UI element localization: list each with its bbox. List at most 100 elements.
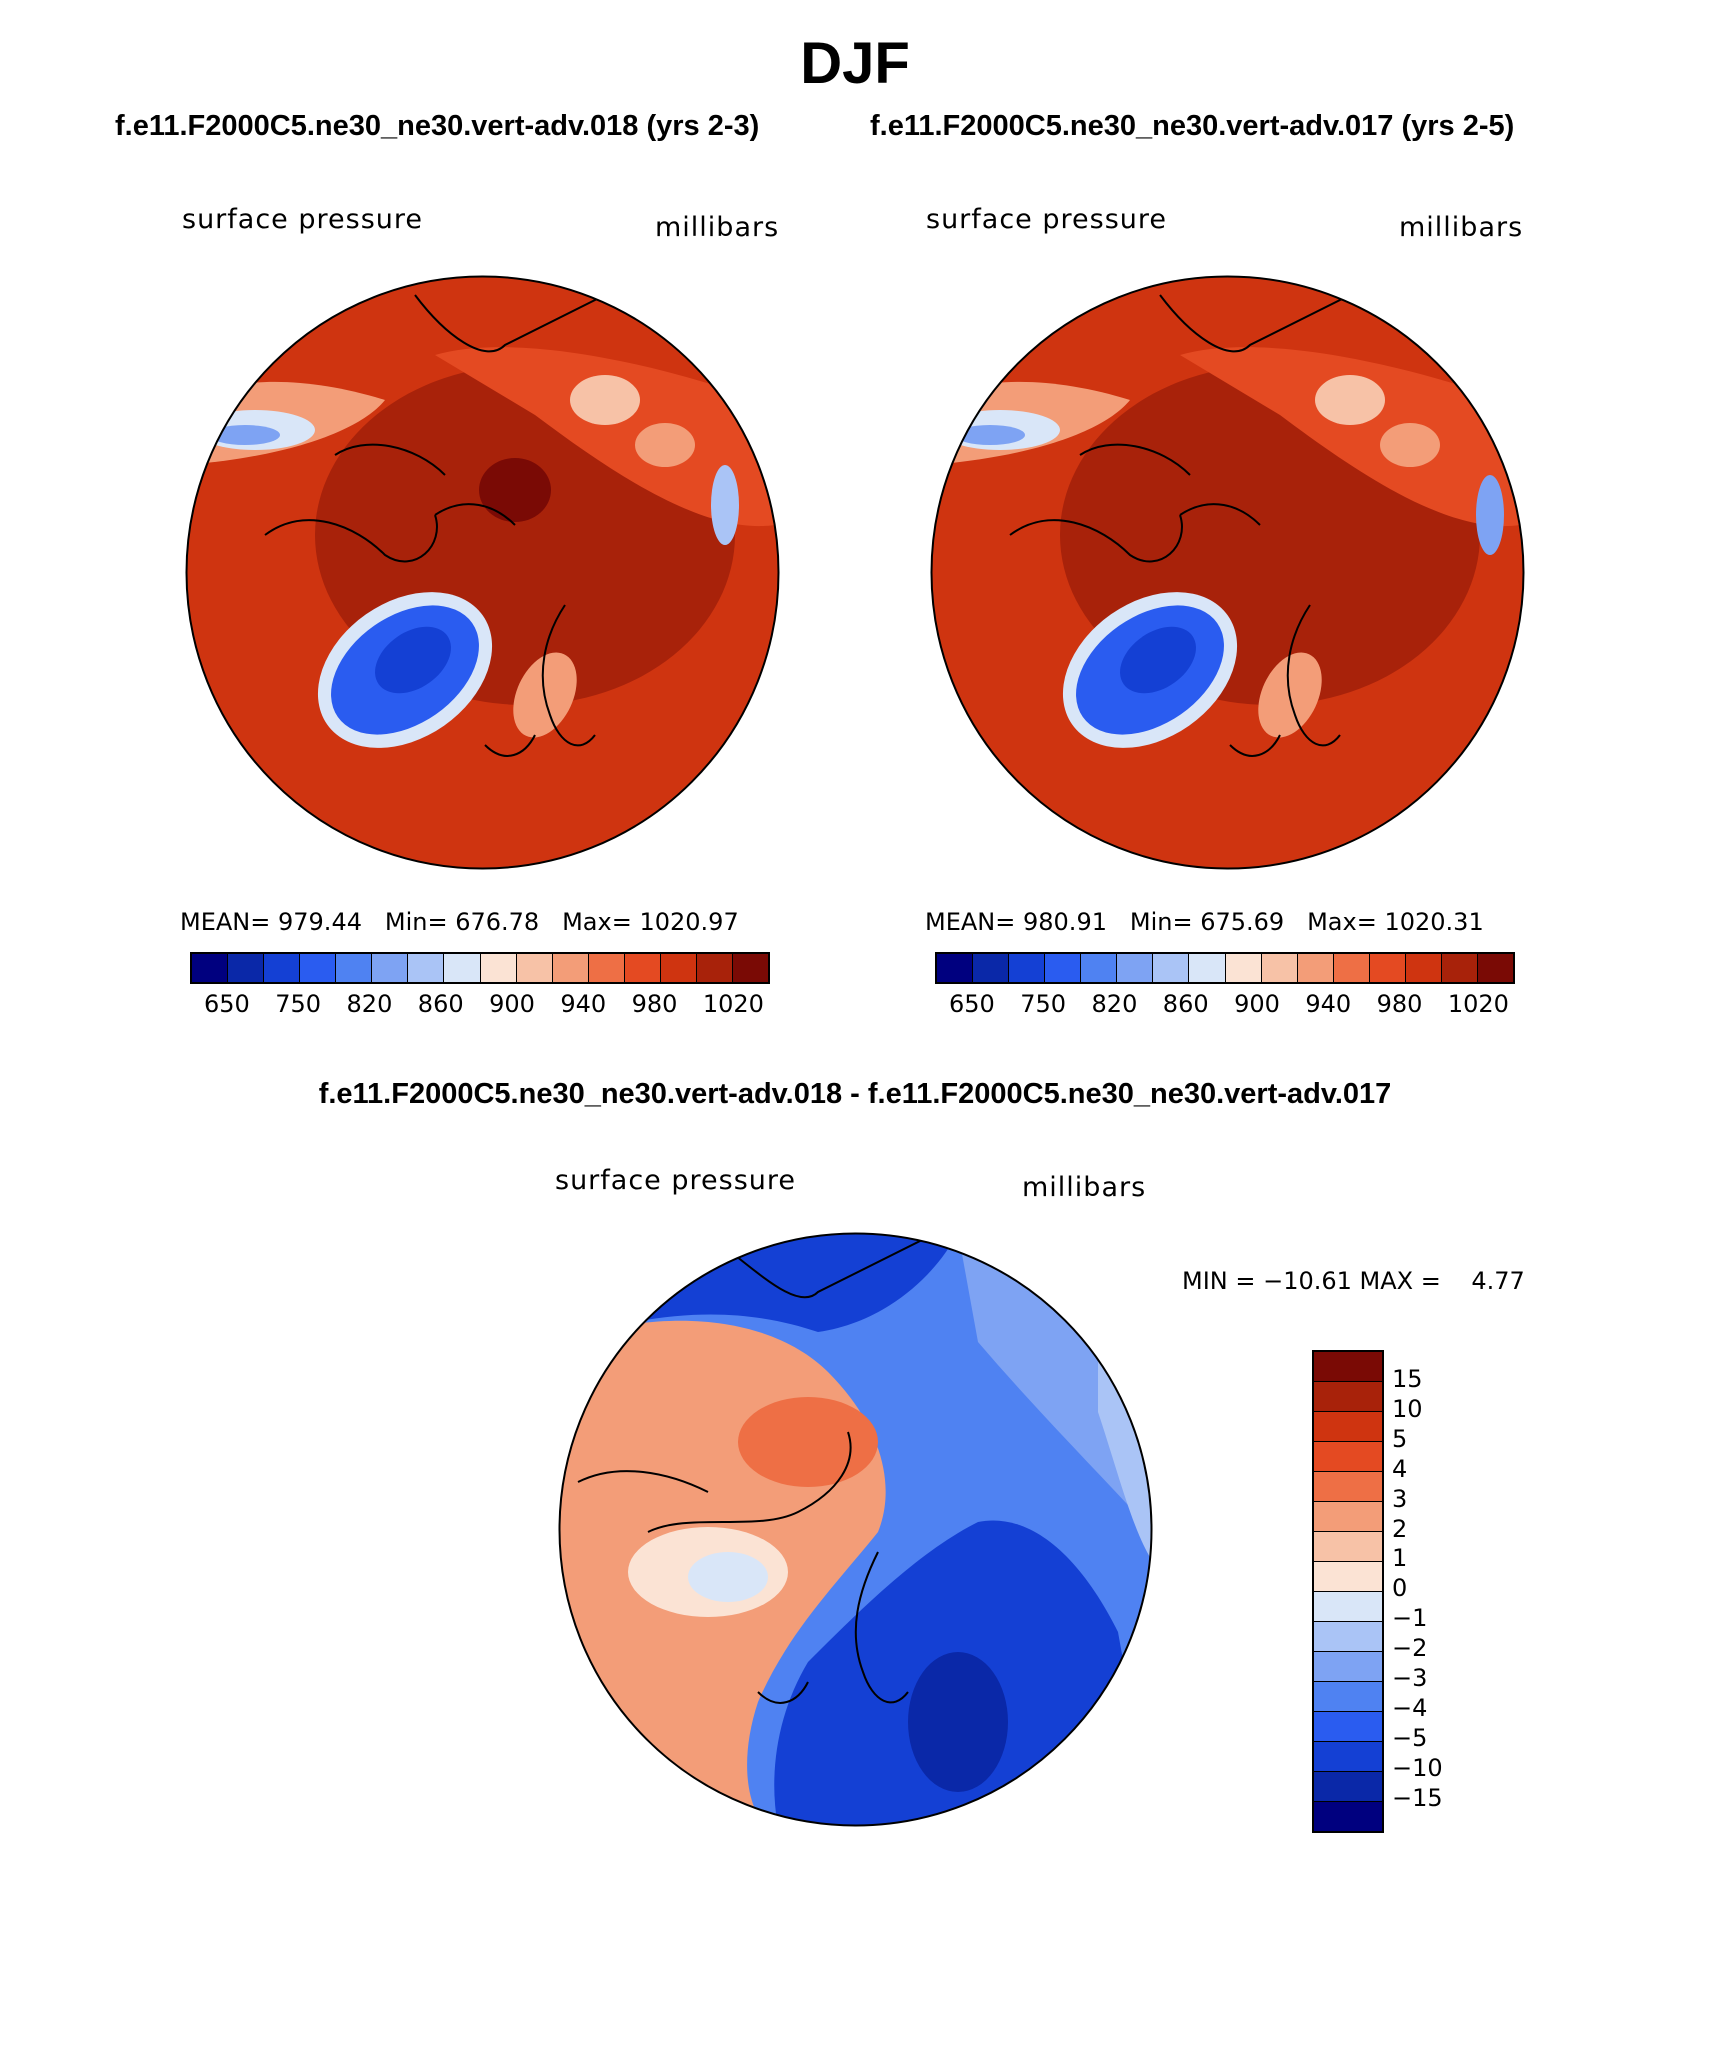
diff-colorbar-swatch: [1314, 1472, 1382, 1502]
diff-colorbar-level: 2: [1392, 1514, 1408, 1543]
diff-scandinavia-min: [908, 1652, 1008, 1792]
diff-polar-map: [558, 1232, 1153, 1827]
panel1-min-label: Min=: [384, 908, 448, 936]
colorbar-swatch: [1477, 954, 1513, 982]
diff-colorbar-swatch: [1314, 1412, 1382, 1442]
diff-colorbar-swatch: [1314, 1562, 1382, 1592]
diff-colorbar-swatch: [1314, 1802, 1382, 1831]
diff-colorbar-swatch: [1314, 1622, 1382, 1652]
diff-colorbar-level: −15: [1392, 1783, 1443, 1812]
colorbar-swatch: [336, 954, 373, 982]
panel1-max-value: 1020.97: [639, 908, 739, 936]
colorbar-swatch: [660, 954, 697, 982]
colorbar-swatch: [372, 954, 409, 982]
colorbar-swatch: [1189, 954, 1226, 982]
colorbar-swatch: [624, 954, 661, 982]
colorbar-swatch: [588, 954, 625, 982]
diff-variable-label: surface pressure: [555, 1165, 796, 1196]
diff-colorbar-level: −3: [1392, 1664, 1428, 1693]
colorbar-tick-label: 860: [1162, 990, 1209, 1018]
diff-colorbar-level: −5: [1392, 1723, 1428, 1752]
panel1-greenland-core: [375, 626, 451, 694]
colorbar-tick-label: 650: [204, 990, 250, 1018]
colorbar-swatch: [480, 954, 517, 982]
panel1-mean-label: MEAN=: [180, 908, 271, 936]
colorbar-tick-label: 1020: [702, 990, 764, 1018]
panel2-colorbar: [935, 952, 1515, 984]
colorbar-swatch: [1369, 954, 1406, 982]
colorbar-swatch: [1405, 954, 1442, 982]
diff-colorbar-level: 0: [1392, 1574, 1408, 1603]
diff-colorbar-swatch: [1314, 1352, 1382, 1382]
colorbar-swatch: [552, 954, 589, 982]
diff-greenland-neg: [688, 1552, 768, 1602]
panel2-ural-low: [1476, 475, 1504, 555]
panel2-asia-high: [1180, 347, 1520, 527]
diff-minmax: MIN = −10.61 MAX = 4.77: [1182, 1267, 1525, 1295]
panel1-ural-low: [711, 465, 739, 545]
diff-colorbar-swatch: [1314, 1772, 1382, 1802]
panel1-mean-value: 979.44: [278, 908, 362, 936]
panel1-stats: MEAN= 979.44 Min= 676.78 Max= 1020.97: [180, 908, 739, 936]
colorbar-swatch: [1153, 954, 1190, 982]
panel2-stats: MEAN= 980.91 Min= 675.69 Max= 1020.31: [925, 908, 1484, 936]
colorbar-swatch: [300, 954, 337, 982]
colorbar-tick-label: 940: [560, 990, 607, 1018]
colorbar-swatch: [1081, 954, 1118, 982]
diff-colorbar-swatch: [1314, 1502, 1382, 1532]
diff-title: f.e11.F2000C5.ne30_ne30.vert-adv.018 - f…: [318, 1078, 1392, 1110]
case2-title: f.e11.F2000C5.ne30_ne30.vert-adv.017 (yr…: [870, 110, 1515, 142]
panel2-mean-label: MEAN=: [925, 908, 1016, 936]
colorbar-swatch: [444, 954, 481, 982]
panel2-mean-value: 980.91: [1023, 908, 1107, 936]
diff-colorbar-level: 1: [1392, 1544, 1408, 1573]
panel2-asia-mtn: [1380, 423, 1440, 467]
diff-colorbar: [1312, 1350, 1384, 1833]
panel1-units-label: millibars: [655, 212, 780, 243]
diff-colorbar-level: −1: [1392, 1604, 1428, 1633]
panel2-colorbar-ticks: 650 750 820 860 900 940 980 1020: [949, 990, 1509, 1018]
diff-colorbar-level: −4: [1392, 1693, 1428, 1722]
colorbar-tick-label: 980: [1376, 990, 1423, 1018]
diff-colorbar-level: −10: [1392, 1753, 1443, 1782]
colorbar-swatch: [1045, 954, 1082, 982]
colorbar-swatch: [1333, 954, 1370, 982]
colorbar-tick-label: 650: [949, 990, 995, 1018]
diff-colorbar-swatch: [1314, 1382, 1382, 1412]
panel2-greenland-core: [1120, 626, 1196, 694]
panel1-asia-mtn: [635, 423, 695, 467]
panel2-max-label: Max=: [1307, 908, 1377, 936]
colorbar-swatch: [937, 954, 974, 982]
colorbar-swatch: [1117, 954, 1154, 982]
panel2-tibet-low: [1315, 375, 1385, 425]
diff-colorbar-swatch: [1314, 1592, 1382, 1622]
panel1-arctic-max: [479, 458, 551, 522]
colorbar-swatch: [408, 954, 445, 982]
diff-colorbar-level: 4: [1392, 1454, 1408, 1483]
panel1-polar-map: [185, 275, 780, 870]
colorbar-tick-label: 900: [1234, 990, 1280, 1018]
colorbar-swatch: [732, 954, 768, 982]
diff-colorbar-level: 10: [1392, 1394, 1423, 1423]
colorbar-swatch: [1225, 954, 1262, 982]
diff-colorbar-level: −2: [1392, 1634, 1428, 1663]
diff-colorbar-swatch: [1314, 1442, 1382, 1472]
panel1-asia-high: [435, 347, 775, 527]
diff-colorbar-level: 15: [1392, 1365, 1423, 1393]
diff-units-label: millibars: [1022, 1172, 1147, 1203]
panel2-units-label: millibars: [1399, 212, 1524, 243]
colorbar-swatch: [1261, 954, 1298, 982]
diff-colorbar-swatch: [1314, 1682, 1382, 1712]
panel2-min-value: 675.69: [1200, 908, 1285, 936]
colorbar-tick-label: 1020: [1447, 990, 1509, 1018]
panel1-colorbar: [190, 952, 770, 984]
colorbar-swatch: [228, 954, 265, 982]
colorbar-tick-label: 750: [1020, 990, 1067, 1018]
panel1-max-label: Max=: [562, 908, 632, 936]
panel2-max-value: 1020.31: [1384, 908, 1484, 936]
diff-colorbar-swatch: [1314, 1652, 1382, 1682]
figure-title: DJF: [800, 31, 910, 96]
panel1-colorbar-ticks: 650 750 820 860 900 940 980 1020: [204, 990, 764, 1018]
panel1-variable-label: surface pressure: [182, 204, 423, 235]
panel1-rockies-low2: [210, 425, 280, 445]
